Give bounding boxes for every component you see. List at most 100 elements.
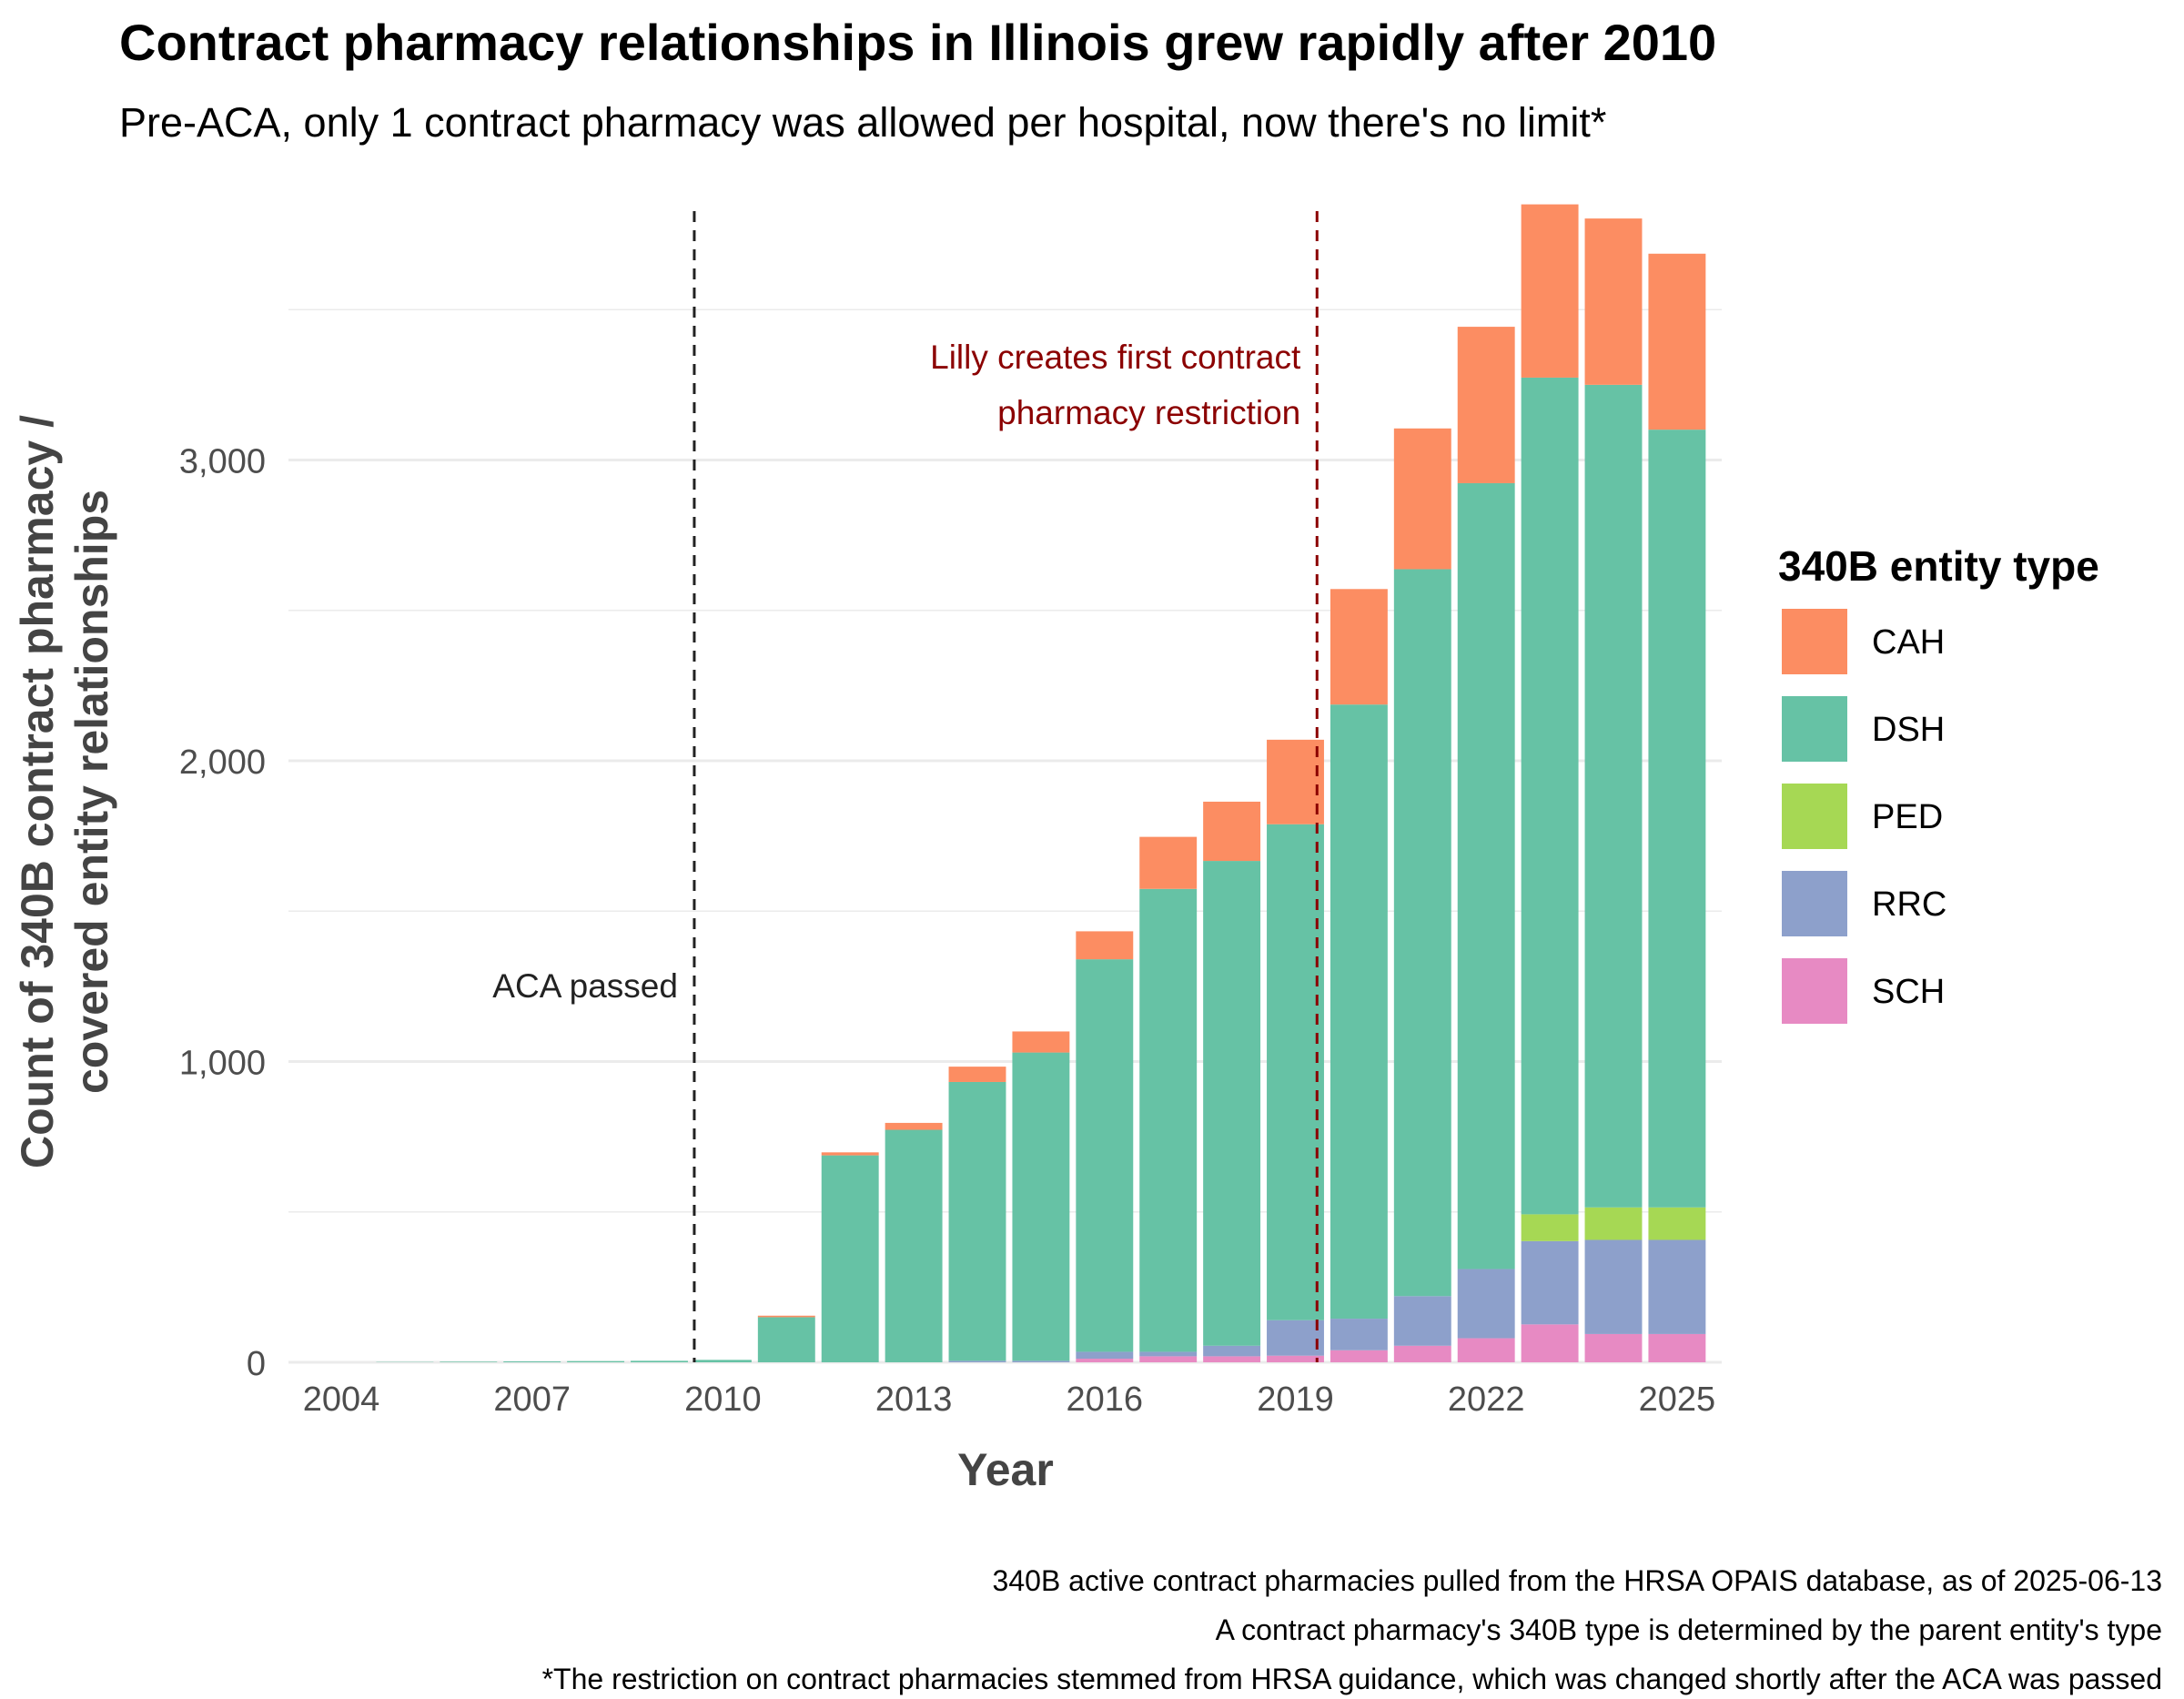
bar-ped-2023	[1521, 1214, 1579, 1241]
y-tick-label: 1,000	[179, 1045, 266, 1083]
bar-rrc-2018	[1203, 1345, 1261, 1357]
bar-rrc-2019	[1267, 1320, 1324, 1356]
x-axis-label: Year	[957, 1444, 1054, 1495]
bar-dsh-2022	[1457, 482, 1515, 1269]
bar-dsh-2012	[821, 1155, 879, 1362]
bar-rrc-2015	[1012, 1360, 1070, 1362]
bar-ped-2025	[1648, 1207, 1706, 1240]
legend-label: PED	[1872, 798, 1943, 836]
bar-sch-2021	[1393, 1345, 1451, 1362]
chart-subtitle: Pre-ACA, only 1 contract pharmacy was al…	[119, 99, 1606, 146]
reference-lines: ACA passed Lilly creates first contract ph…	[492, 211, 1319, 1362]
bar-dsh-2011	[757, 1317, 815, 1362]
legend-swatch	[1782, 609, 1847, 674]
bar-dsh-2015	[1012, 1052, 1070, 1361]
legend-label: SCH	[1872, 973, 1945, 1011]
bar-sch-2025	[1648, 1333, 1706, 1362]
y-axis-label-line-1: Count of 340B contract pharmacy /	[12, 415, 63, 1168]
legend-item-dsh: DSH	[1782, 696, 1945, 762]
legend-item-ped: PED	[1782, 784, 1943, 849]
caption-line: A contract pharmacy's 340B type is deter…	[1216, 1613, 2162, 1646]
legend-item-rrc: RRC	[1782, 871, 1946, 936]
bar-cah-2020	[1330, 589, 1388, 705]
bar-sch-2016	[1076, 1359, 1134, 1362]
bar-cah-2018	[1203, 801, 1261, 862]
bar-dsh-2017	[1139, 888, 1198, 1352]
bar-sch-2018	[1203, 1356, 1261, 1362]
y-tick-label: 3,000	[179, 443, 266, 481]
bar-cah-2012	[821, 1152, 879, 1156]
caption: 340B active contract pharmacies pulled f…	[542, 1564, 2162, 1695]
bar-dsh-2020	[1330, 704, 1388, 1320]
bar-dsh-2019	[1267, 824, 1324, 1320]
bar-dsh-2009	[631, 1360, 688, 1362]
bar-sch-2024	[1584, 1333, 1643, 1362]
bar-sch-2020	[1330, 1350, 1388, 1362]
bar-sch-2017	[1139, 1356, 1198, 1362]
chart-title: Contract pharmacy relationships in Illin…	[119, 14, 1716, 71]
x-tick-label: 2013	[875, 1380, 953, 1419]
caption-line: 340B active contract pharmacies pulled f…	[993, 1564, 2162, 1597]
bar-rrc-2017	[1139, 1351, 1198, 1357]
bar-dsh-2013	[885, 1129, 943, 1362]
bar-cah-2014	[948, 1067, 1006, 1082]
bar-sch-2023	[1521, 1324, 1579, 1362]
legend: 340B entity type CAH DSH PED RRC SCH	[1778, 542, 2099, 1024]
bar-cah-2016	[1076, 931, 1134, 960]
bar-dsh-2014	[948, 1081, 1006, 1361]
x-tick-label: 2022	[1448, 1380, 1525, 1419]
bar-sch-2019	[1267, 1355, 1324, 1362]
bar-dsh-2016	[1076, 959, 1134, 1352]
bar-cah-2019	[1267, 739, 1324, 824]
y-axis-label-line-2: covered entity relationships	[66, 490, 117, 1094]
bar-cah-2015	[1012, 1031, 1070, 1053]
bar-dsh-2006	[440, 1361, 498, 1362]
bar-dsh-2008	[567, 1360, 625, 1362]
caption-line: *The restriction on contract pharmacies …	[542, 1663, 2162, 1695]
legend-swatch	[1782, 871, 1847, 936]
bar-sch-2022	[1457, 1338, 1515, 1362]
bar-dsh-2024	[1584, 384, 1643, 1208]
aca-annotation-text: ACA passed	[492, 967, 678, 1005]
legend-swatch	[1782, 696, 1847, 762]
bar-cah-2021	[1393, 428, 1451, 570]
bar-cah-2023	[1521, 204, 1579, 378]
bar-dsh-2007	[503, 1361, 561, 1362]
x-tick-label: 2010	[684, 1380, 762, 1419]
bar-rrc-2024	[1584, 1239, 1643, 1334]
bar-rrc-2025	[1648, 1239, 1706, 1334]
bar-dsh-2018	[1203, 861, 1261, 1346]
bar-ped-2024	[1584, 1207, 1643, 1240]
lilly-annotation-text: pharmacy restriction	[997, 394, 1300, 431]
bar-rrc-2020	[1330, 1319, 1388, 1350]
bar-dsh-2010	[693, 1360, 752, 1362]
bar-rrc-2021	[1393, 1296, 1451, 1346]
bar-dsh-2025	[1648, 430, 1706, 1208]
bar-cah-2025	[1648, 253, 1706, 430]
bar-cah-2017	[1139, 836, 1198, 889]
legend-label: RRC	[1872, 885, 1946, 924]
y-tick-label: 0	[247, 1345, 266, 1383]
bar-cah-2022	[1457, 327, 1515, 483]
legend-title: 340B entity type	[1778, 542, 2099, 590]
bar-cah-2024	[1584, 218, 1643, 385]
y-tick-label: 2,000	[179, 743, 266, 782]
bar-dsh-2023	[1521, 377, 1579, 1215]
legend-swatch	[1782, 958, 1847, 1024]
bar-rrc-2022	[1457, 1269, 1515, 1339]
bar-cah-2011	[757, 1315, 815, 1318]
lilly-annotation-text: Lilly creates first contract	[930, 339, 1301, 376]
bar-rrc-2014	[948, 1360, 1006, 1362]
x-tick-label: 2016	[1067, 1380, 1144, 1419]
legend-swatch	[1782, 784, 1847, 849]
legend-label: CAH	[1872, 623, 1945, 662]
x-tick-label: 2007	[493, 1380, 571, 1419]
x-tick-label: 2019	[1257, 1380, 1334, 1419]
legend-item-sch: SCH	[1782, 958, 1945, 1024]
legend-item-cah: CAH	[1782, 609, 1945, 674]
bar-rrc-2016	[1076, 1351, 1134, 1360]
bar-dsh-2021	[1393, 569, 1451, 1297]
x-axis-ticks: 2004 2007 2010 2013 2016 2019 2022 2025	[303, 1380, 1715, 1419]
x-tick-label: 2025	[1639, 1380, 1716, 1419]
